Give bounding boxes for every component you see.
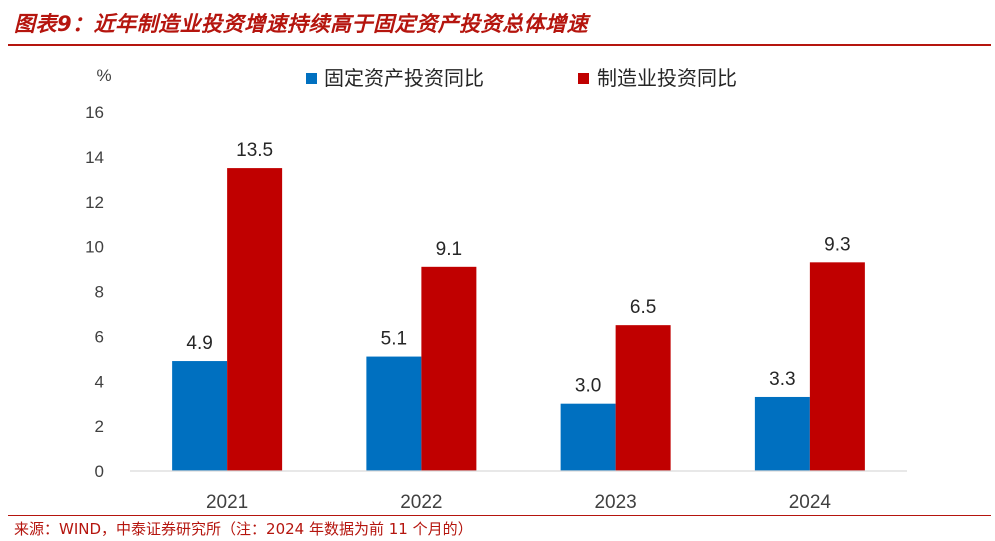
figure-title: 图表9：近年制造业投资增速持续高于固定资产投资总体增速 xyxy=(14,12,589,36)
bar-fixed-asset xyxy=(560,403,616,471)
bar-chart: % 固定资产投资同比 制造业投资同比 0 2 4 6 8 10 12 14 16 4.9 13.5… xyxy=(85,66,907,513)
data-label-manufacturing: 9.3 xyxy=(824,234,850,255)
y-tick-label: 12 xyxy=(85,193,104,212)
bar-manufacturing xyxy=(615,325,671,471)
y-tick-label: 14 xyxy=(85,148,104,167)
data-label-fixed-asset: 5.1 xyxy=(381,329,407,350)
x-tick-label: 2022 xyxy=(400,492,442,513)
data-label-fixed-asset: 3.0 xyxy=(575,376,601,397)
bar-manufacturing xyxy=(809,262,865,471)
data-label-fixed-asset: 4.9 xyxy=(186,333,212,354)
data-label-manufacturing: 13.5 xyxy=(236,140,273,161)
footer-divider xyxy=(8,515,991,516)
data-label-fixed-asset: 3.3 xyxy=(769,369,795,390)
y-tick-label: 0 xyxy=(95,462,104,481)
x-tick-label: 2023 xyxy=(594,492,636,513)
data-label-manufacturing: 9.1 xyxy=(436,239,462,260)
legend-label-manufacturing: 制造业投资同比 xyxy=(597,67,737,90)
bars: 4.9 13.5 5.1 9.1 3.0 6.5 3.3 9.3 xyxy=(172,140,865,471)
y-axis-unit: % xyxy=(96,66,111,85)
y-tick-label: 2 xyxy=(95,417,104,436)
bar-manufacturing xyxy=(227,168,283,471)
legend: 固定资产投资同比 制造业投资同比 xyxy=(306,67,737,90)
legend-swatch-manufacturing xyxy=(578,73,589,84)
x-axis: 2021 2022 2023 2024 xyxy=(206,492,831,513)
bar-fixed-asset xyxy=(172,361,228,471)
y-tick-label: 10 xyxy=(85,238,104,257)
legend-label-fixed-asset: 固定资产投资同比 xyxy=(324,67,484,90)
legend-swatch-fixed-asset xyxy=(306,73,317,84)
source-note: 来源：WIND，中泰证券研究所（注：2024 年数据为前 11 个月的） xyxy=(14,520,473,538)
y-axis: 0 2 4 6 8 10 12 14 16 xyxy=(85,103,104,481)
title-divider xyxy=(8,44,991,46)
x-tick-label: 2024 xyxy=(789,492,832,513)
bar-fixed-asset xyxy=(754,396,810,471)
bar-manufacturing xyxy=(421,266,477,471)
y-tick-label: 6 xyxy=(95,327,104,346)
y-tick-label: 16 xyxy=(85,103,104,122)
x-tick-label: 2021 xyxy=(206,492,248,513)
bar-fixed-asset xyxy=(366,356,422,471)
y-tick-label: 4 xyxy=(95,372,104,391)
data-label-manufacturing: 6.5 xyxy=(630,297,656,318)
y-tick-label: 8 xyxy=(95,283,104,302)
